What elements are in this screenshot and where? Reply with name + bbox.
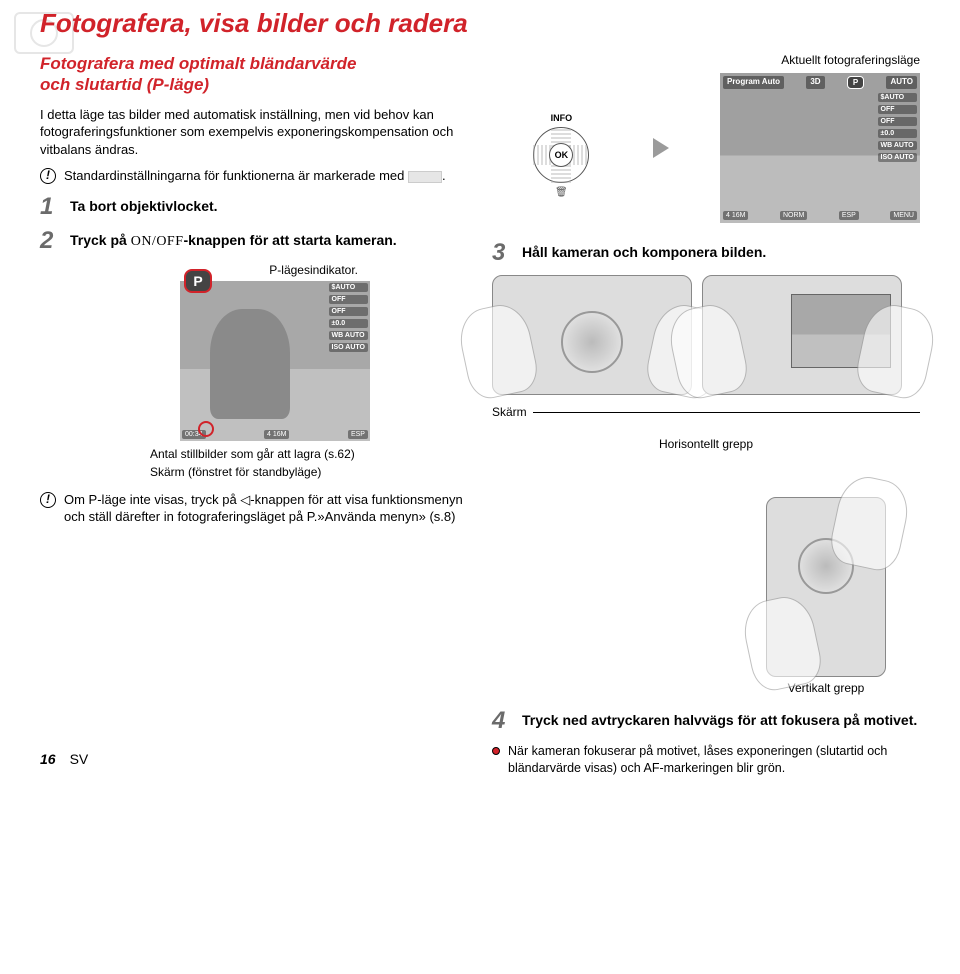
caption-group: Antal stillbilder som går att lagra (s.6… [150, 447, 468, 480]
page-footer: 16 SV [40, 751, 88, 767]
viewfinder-preview: P $AUTO OFF OFF ±0.0 WB AUTO ISO AUTO 00… [180, 281, 370, 441]
step-number-1: 1 [40, 195, 60, 219]
subhead-line2: och slutartid (P-läge) [40, 75, 209, 94]
shot-count-circle [198, 421, 214, 437]
note-default-settings: ! Standardinställningarna för funktioner… [40, 168, 468, 185]
info-label: INFO [551, 113, 573, 123]
p-mode-badge: P [184, 269, 212, 293]
left-column: Fotografera med optimalt bländarvärde oc… [40, 53, 468, 777]
page-lang: SV [70, 751, 89, 767]
caption-screen: Skärm (fönstret för standbyläge) [150, 465, 468, 481]
vertical-grip-illustration: Vertikalt grepp [732, 497, 920, 695]
note-p-mode: ! Om P-läge inte visas, tryck på ◁-knapp… [40, 492, 468, 526]
ok-button-icon: OK [549, 143, 573, 167]
horizontal-grip-label: Horisontellt grepp [492, 437, 920, 451]
step-1: 1 Ta bort objektivlocket. [40, 195, 468, 219]
grey-placeholder-box [408, 171, 442, 183]
right-column: Aktuellt fotograferingsläge INFO OK 🗑 [492, 53, 920, 777]
screen-pointer: Skärm [492, 405, 920, 419]
intro-paragraph: I detta läge tas bilder med automatisk i… [40, 106, 468, 159]
trash-icon: 🗑 [555, 187, 568, 198]
focus-bullet: När kameran fokuserar på motivet, låses … [492, 743, 920, 777]
current-mode-label: Aktuellt fotograferingsläge [492, 53, 920, 67]
step-3: 3 Håll kameran och komponera bilden. [492, 241, 920, 265]
step-2: 2 Tryck på ON/OFF-knappen för att starta… [40, 229, 468, 253]
page-number: 16 [40, 751, 56, 767]
camera-back-icon [702, 275, 902, 395]
note1-text: Standardinställningarna för funktionerna… [64, 168, 446, 185]
step-2-text: Tryck på ON/OFF-knappen för att starta k… [70, 229, 397, 253]
step-number-2: 2 [40, 229, 60, 253]
chapter-title: Fotografera, visa bilder och radera [40, 8, 920, 39]
mode-screen-preview: Program Auto 3D P AUTO $AUTO OFF OFF ±0.… [720, 73, 920, 223]
step-number-3: 3 [492, 241, 512, 265]
step-3-text: Håll kameran och komponera bilden. [522, 241, 766, 265]
note2-text: Om P-läge inte visas, tryck på ◁-knappen… [64, 492, 468, 526]
step-4: 4 Tryck ned avtryckaren halvvägs för att… [492, 709, 920, 733]
exclamation-icon: ! [40, 168, 56, 184]
step-1-text: Ta bort objektivlocket. [70, 195, 218, 219]
camera-vertical-icon [766, 497, 886, 677]
exclamation-icon: ! [40, 492, 56, 508]
lower-right-block: Vertikalt grepp 4 Tryck ned avtryckaren … [492, 453, 920, 777]
bullet-text: När kameran fokuserar på motivet, låses … [508, 743, 920, 777]
step-4-text: Tryck ned avtryckaren halvvägs för att f… [522, 709, 917, 733]
step-number-4: 4 [492, 709, 512, 733]
page-content: Fotografera, visa bilder och radera Foto… [0, 8, 960, 777]
dpad-ring: OK [533, 127, 589, 183]
vf-right-tags: $AUTO OFF OFF ±0.0 WB AUTO ISO AUTO [329, 283, 368, 352]
horizontal-grip-illustration [492, 275, 920, 395]
caption-shots: Antal stillbilder som går att lagra (s.6… [150, 447, 468, 463]
camera-front-icon [492, 275, 692, 395]
top-right-area: Aktuellt fotograferingsläge INFO OK 🗑 [492, 53, 920, 223]
bullet-dot-icon [492, 747, 500, 755]
section-subhead: Fotografera med optimalt bländarvärde oc… [40, 53, 468, 96]
arrow-right-icon [653, 138, 669, 158]
subhead-line1: Fotografera med optimalt bländarvärde [40, 54, 356, 73]
p-indicator-label: P-lägesindikator. [40, 263, 468, 277]
info-control-diagram: INFO OK 🗑 [521, 113, 601, 198]
